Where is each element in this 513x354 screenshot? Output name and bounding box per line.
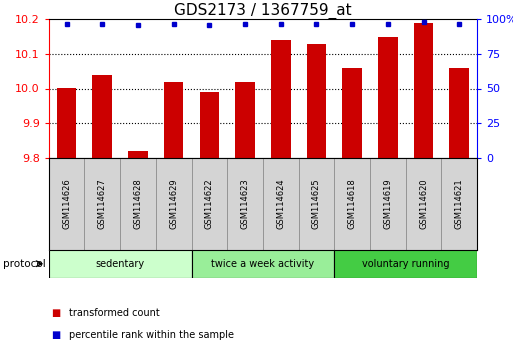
Text: GSM114629: GSM114629 xyxy=(169,178,178,229)
Bar xyxy=(441,158,477,250)
Text: GSM114626: GSM114626 xyxy=(62,178,71,229)
Text: twice a week activity: twice a week activity xyxy=(211,259,314,269)
Text: sedentary: sedentary xyxy=(95,259,145,269)
Text: GSM114628: GSM114628 xyxy=(133,178,143,229)
Text: GSM114624: GSM114624 xyxy=(277,178,285,229)
Text: GSM114627: GSM114627 xyxy=(98,178,107,229)
Bar xyxy=(85,158,120,250)
Bar xyxy=(191,250,334,278)
Text: percentile rank within the sample: percentile rank within the sample xyxy=(69,330,234,339)
Text: protocol: protocol xyxy=(3,259,45,269)
Bar xyxy=(307,44,326,158)
Text: GSM114623: GSM114623 xyxy=(241,178,249,229)
Text: voluntary running: voluntary running xyxy=(362,259,449,269)
Text: GSM114619: GSM114619 xyxy=(383,178,392,229)
Bar xyxy=(235,81,255,158)
Bar xyxy=(413,23,433,158)
Bar xyxy=(49,250,191,278)
Text: transformed count: transformed count xyxy=(69,308,160,318)
Title: GDS2173 / 1367759_at: GDS2173 / 1367759_at xyxy=(174,3,352,19)
Bar xyxy=(406,158,441,250)
Bar xyxy=(57,88,76,158)
Bar xyxy=(378,37,398,158)
Bar xyxy=(370,158,406,250)
Bar xyxy=(342,68,362,158)
Bar xyxy=(299,158,334,250)
Bar xyxy=(200,92,219,158)
Bar xyxy=(263,158,299,250)
Bar xyxy=(49,158,85,250)
Bar xyxy=(271,40,290,158)
Bar xyxy=(156,158,191,250)
Bar xyxy=(128,150,148,158)
Bar xyxy=(92,75,112,158)
Text: ■: ■ xyxy=(51,330,61,339)
Bar xyxy=(191,158,227,250)
Bar xyxy=(120,158,156,250)
Text: GSM114620: GSM114620 xyxy=(419,178,428,229)
Text: GSM114621: GSM114621 xyxy=(455,178,464,229)
Bar xyxy=(334,158,370,250)
Text: GSM114618: GSM114618 xyxy=(348,178,357,229)
Bar xyxy=(449,68,469,158)
Text: GSM114625: GSM114625 xyxy=(312,178,321,229)
Bar xyxy=(227,158,263,250)
Bar xyxy=(334,250,477,278)
Bar xyxy=(164,81,184,158)
Text: ■: ■ xyxy=(51,308,61,318)
Text: GSM114622: GSM114622 xyxy=(205,178,214,229)
